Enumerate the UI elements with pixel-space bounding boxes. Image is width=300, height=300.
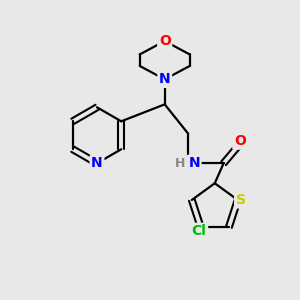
Text: O: O: [159, 34, 171, 48]
Text: O: O: [234, 134, 246, 148]
Text: S: S: [236, 193, 246, 207]
Text: N: N: [91, 156, 103, 170]
Text: N: N: [159, 72, 170, 86]
Text: N: N: [188, 156, 200, 170]
Text: Cl: Cl: [192, 224, 207, 239]
Text: H: H: [175, 157, 185, 170]
